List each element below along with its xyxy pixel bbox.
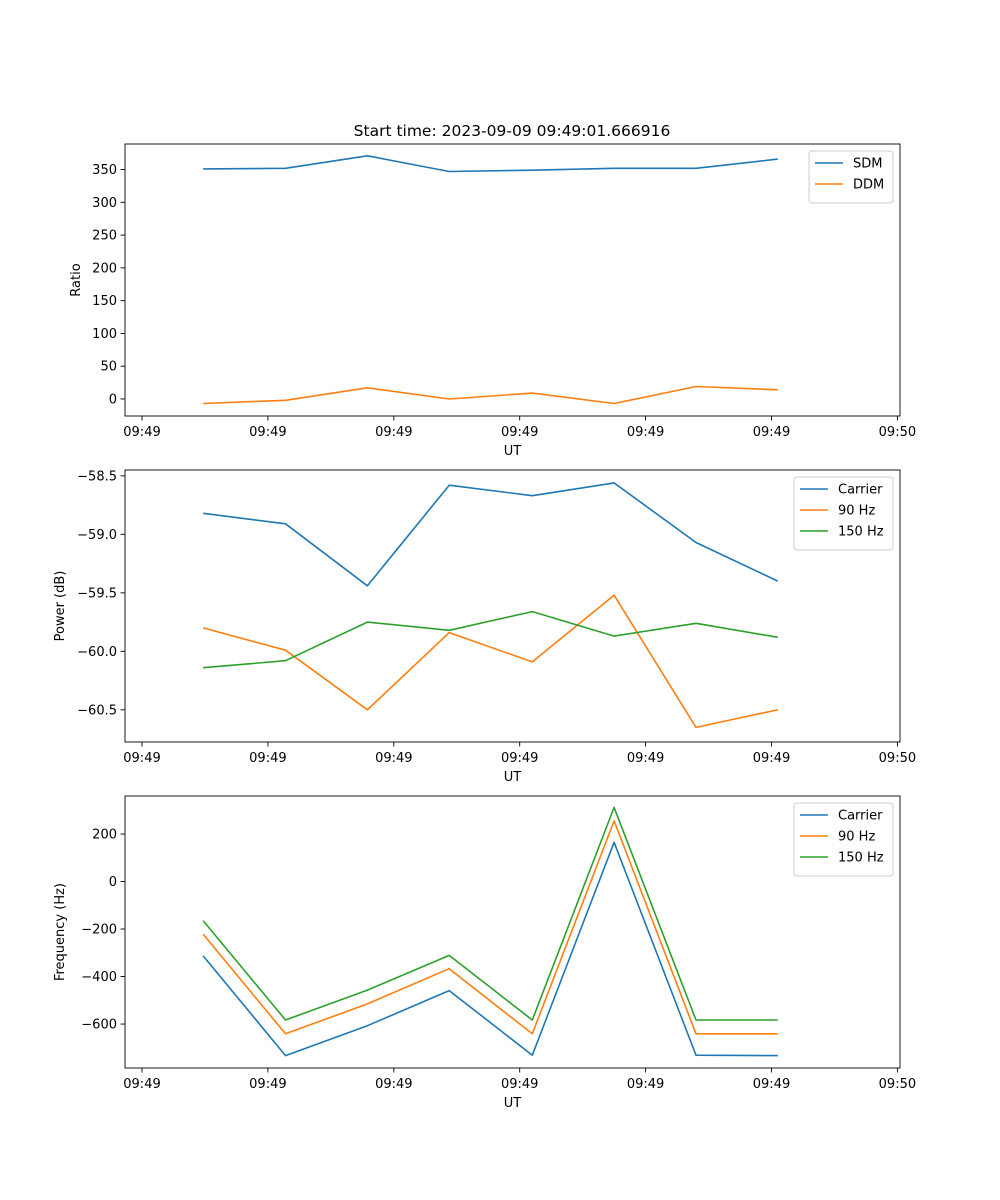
x-tick-label: 09:49 <box>753 751 790 766</box>
series-line-90-hz <box>202 594 778 729</box>
x-tick-label: 09:49 <box>627 425 664 440</box>
legend: SDM DDM <box>808 150 894 204</box>
x-tick-label: 09:49 <box>123 1077 160 1092</box>
y-tick-label: −59.5 <box>77 586 117 601</box>
y-tick-label: 100 <box>92 327 117 342</box>
y-tick-label: 300 <box>92 196 117 211</box>
x-tick-label: 09:49 <box>123 751 160 766</box>
y-axis-label: Ratio <box>69 263 84 296</box>
subplot-1: 09:49 09:49 09:49 09:49 09:49 09:49 09:50 0 50 10… <box>69 143 916 459</box>
y-tick-label: −60.5 <box>77 703 117 718</box>
x-tick-label: 09:49 <box>249 425 286 440</box>
subplot-3: 09:49 09:49 09:49 09:49 09:49 09:49 09:50 −600 −… <box>53 795 916 1111</box>
series-line-ddm <box>203 385 778 405</box>
x-tick-label: 09:50 <box>879 425 916 440</box>
y-tick-label: 50 <box>100 360 117 375</box>
series-line-carrier <box>203 482 779 587</box>
x-tick-label: 09:49 <box>375 1077 412 1092</box>
x-tick-label: 09:49 <box>627 1077 664 1092</box>
y-tick-label: 0 <box>109 875 117 890</box>
y-tick-label: 0 <box>109 392 117 407</box>
x-tick-label: 09:49 <box>753 425 790 440</box>
y-tick-label: 200 <box>92 828 117 843</box>
axes-frame <box>124 795 901 1069</box>
x-axis-label: UT <box>504 444 522 459</box>
legend: Carrier 90 Hz 150 Hz <box>793 802 894 877</box>
series-line-150-hz <box>202 806 778 1021</box>
series-line-150-hz <box>203 610 778 669</box>
y-axis-label: Frequency (Hz) <box>53 883 68 981</box>
x-tick-label: 09:49 <box>123 425 160 440</box>
y-tick-label: −59.0 <box>77 528 117 543</box>
x-tick-label: 09:49 <box>753 1077 790 1092</box>
x-axis-label: UT <box>504 1096 522 1111</box>
y-tick-label: 200 <box>92 261 117 276</box>
x-tick-label: 09:50 <box>879 751 916 766</box>
legend: Carrier 90 Hz 150 Hz <box>793 476 894 551</box>
chart-title: Start time: 2023-09-09 09:49:01.666916 <box>354 122 671 140</box>
x-tick-label: 09:49 <box>249 751 286 766</box>
y-tick-label: 250 <box>92 229 117 244</box>
y-tick-label: 350 <box>92 163 117 178</box>
x-tick-label: 09:49 <box>375 751 412 766</box>
legend-label: SDM <box>853 157 882 172</box>
series-line-90-hz <box>202 820 778 1035</box>
x-tick-label: 09:49 <box>627 751 664 766</box>
y-tick-label: −60.0 <box>77 645 117 660</box>
axes-frame <box>124 469 901 743</box>
y-tick-label: −58.5 <box>77 469 117 484</box>
legend-box <box>808 150 894 204</box>
x-tick-label: 09:49 <box>249 1077 286 1092</box>
legend-label: 90 Hz <box>838 504 875 519</box>
legend-label: DDM <box>853 178 884 193</box>
x-tick-label: 09:49 <box>501 1077 538 1092</box>
y-tick-label: −200 <box>81 923 117 938</box>
y-tick-label: −600 <box>81 1018 117 1033</box>
series-line-sdm <box>203 155 778 173</box>
x-tick-label: 09:49 <box>501 425 538 440</box>
subplots: 09:49 09:49 09:49 09:49 09:49 09:49 09:50 0 50 10… <box>53 143 916 1111</box>
legend-label: 90 Hz <box>838 830 875 845</box>
x-axis-label: UT <box>504 770 522 785</box>
x-tick-label: 09:49 <box>501 751 538 766</box>
y-tick-label: 150 <box>92 294 117 309</box>
legend-label: Carrier <box>838 483 883 498</box>
legend-label: 150 Hz <box>838 851 884 866</box>
legend-label: Carrier <box>838 809 883 824</box>
y-tick-label: −400 <box>81 970 117 985</box>
subplot-2: 09:49 09:49 09:49 09:49 09:49 09:49 09:50 −60.5… <box>53 469 916 785</box>
axes-frame <box>124 143 901 417</box>
x-tick-label: 09:49 <box>375 425 412 440</box>
x-tick-label: 09:50 <box>879 1077 916 1092</box>
series-line-carrier <box>202 841 778 1057</box>
y-axis-label: Power (dB) <box>53 571 68 642</box>
legend-label: 150 Hz <box>838 525 884 540</box>
